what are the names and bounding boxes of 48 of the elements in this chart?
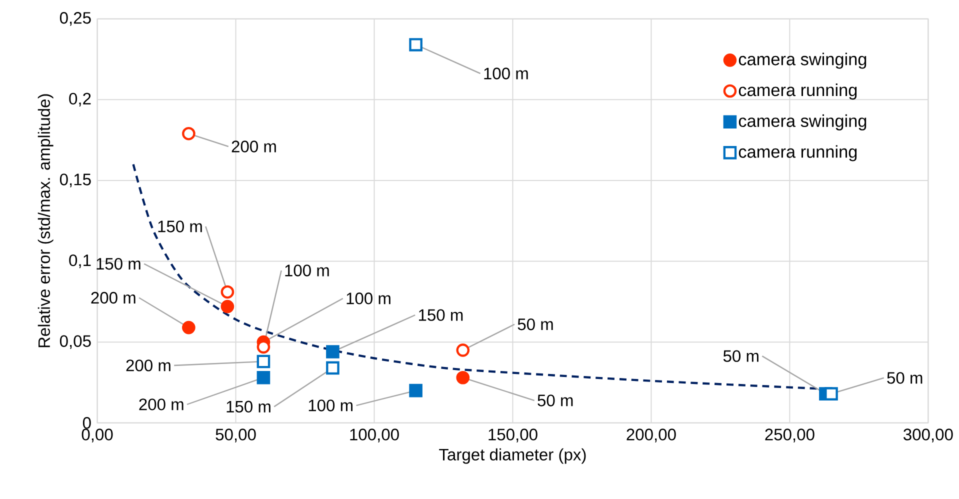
point: [456, 370, 470, 384]
x-tick-label: 150,00: [488, 428, 538, 442]
annotation: 100 m: [285, 264, 329, 276]
point: [409, 38, 422, 52]
point: [182, 320, 196, 334]
annotation: 50 m: [723, 350, 758, 362]
y-tick-label: 0,05: [60, 335, 91, 349]
point: [326, 344, 340, 358]
annotation: 150 m: [158, 220, 202, 232]
annotation: 100 m: [484, 68, 528, 80]
x-tick-label: 300,00: [904, 428, 953, 442]
point: [409, 384, 422, 398]
x-tick-label: 250,00: [765, 428, 814, 442]
annotation: 200 m: [91, 292, 136, 304]
x-tick-label: 100,00: [350, 428, 399, 442]
y-tick-label: 0,1: [69, 254, 91, 268]
legend-label: camera running: [738, 83, 857, 100]
y-axis-title: Relative error (std/max. amplitude): [38, 94, 54, 348]
point: [220, 300, 234, 314]
annotation: 200 m: [232, 140, 276, 152]
x-axis-title: Target diameter (px): [439, 448, 586, 464]
annotation: 50 m: [887, 372, 922, 384]
annotation: 150 m: [419, 309, 463, 321]
y-tick-label: 0,25: [60, 12, 91, 26]
point: [456, 343, 470, 357]
legend-label: camera swinging: [738, 52, 866, 69]
x-tick-label: 200,00: [626, 428, 676, 442]
annotation: 50 m: [518, 318, 553, 330]
point: [326, 361, 340, 374]
legend-label: camera running: [738, 145, 857, 162]
legend-label: camera swinging: [738, 114, 866, 130]
point: [256, 370, 270, 384]
y-tick-label: 0,15: [60, 173, 91, 188]
y-tick-label: 0,2: [69, 92, 91, 106]
point: [182, 126, 196, 140]
annotation: 50 m: [538, 394, 573, 406]
x-tick-label: 0,00: [82, 428, 113, 442]
point: [256, 354, 270, 368]
annotation: 200 m: [126, 359, 170, 372]
point: [824, 386, 838, 400]
annotation: 200 m: [139, 398, 184, 410]
annotation: 150 m: [226, 400, 270, 412]
y-tick-label: 0: [82, 416, 91, 429]
x-tick-label: 50,00: [216, 428, 256, 442]
annotation: 150 m: [96, 258, 140, 270]
annotation: 100 m: [346, 292, 390, 304]
annotation: 100 m: [308, 399, 352, 412]
point: [220, 285, 234, 298]
